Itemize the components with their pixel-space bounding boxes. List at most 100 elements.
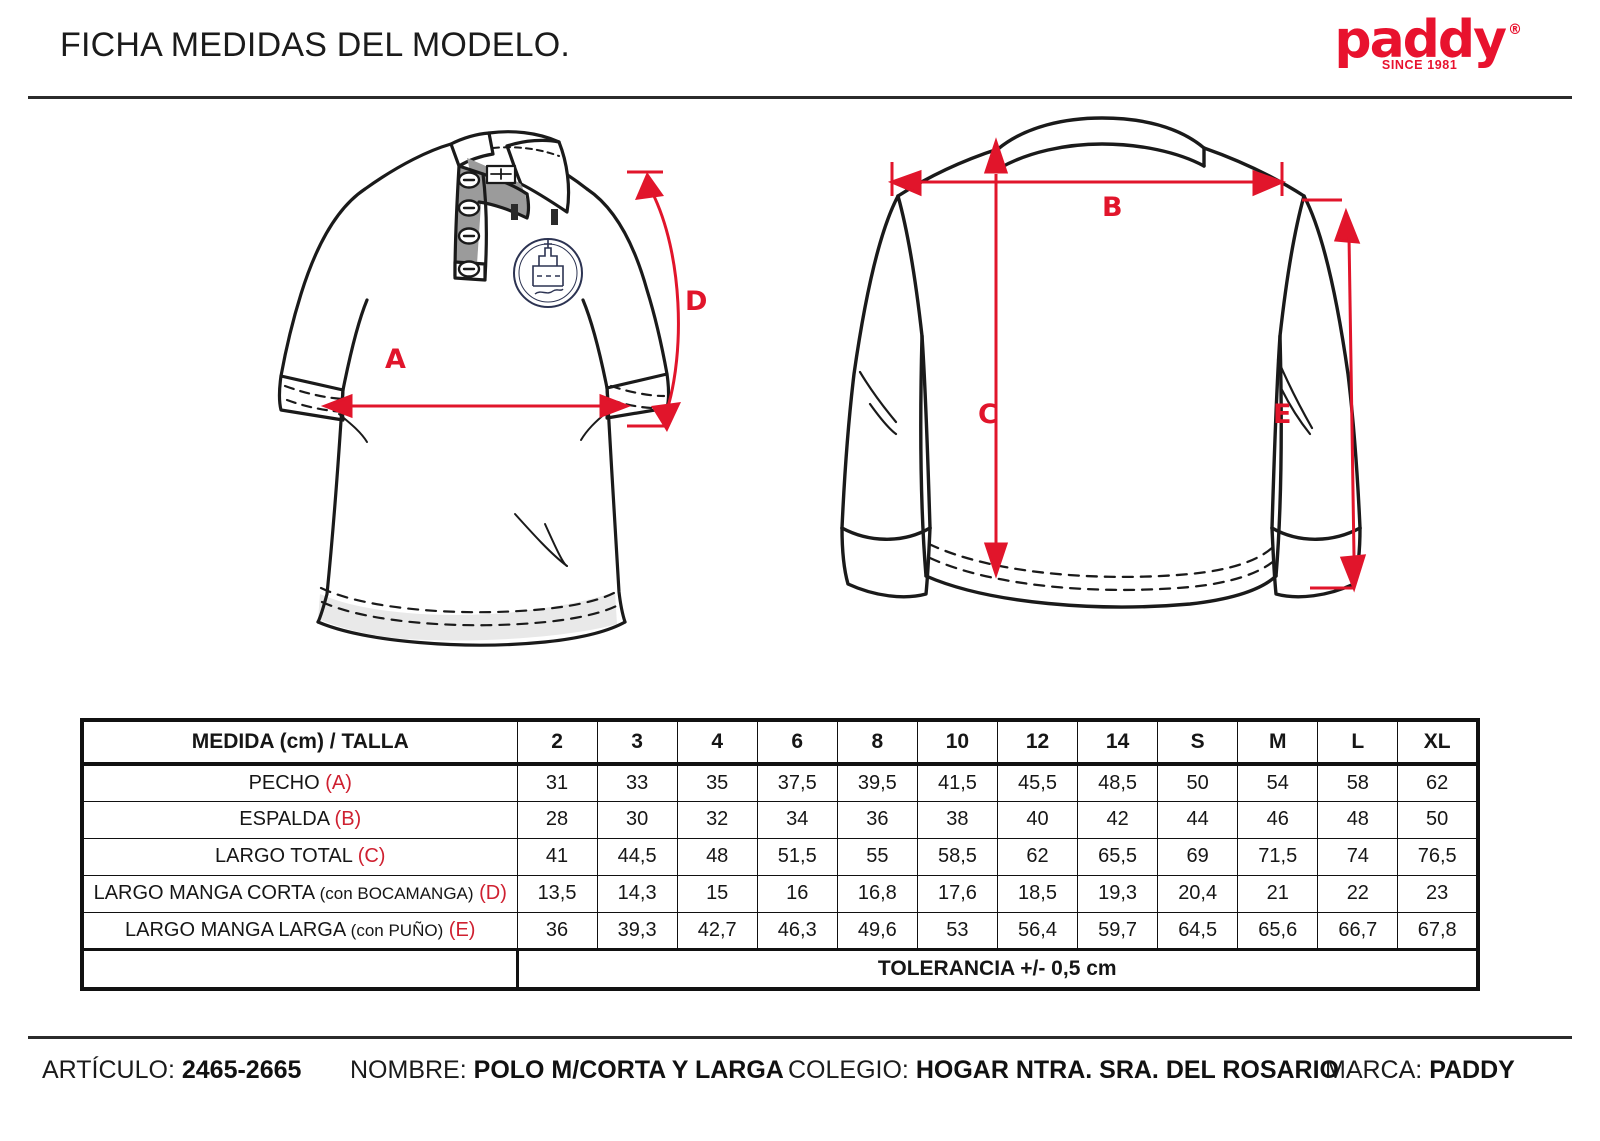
table-cell: 19,3 bbox=[1077, 874, 1159, 913]
table-cell: 65,6 bbox=[1237, 911, 1319, 950]
footer-divider bbox=[28, 1036, 1572, 1039]
table-header-row: MEDIDA (cm) / TALLA 2 3 4 6 8 10 12 14 S… bbox=[81, 719, 1479, 766]
colegio-label: COLEGIO: bbox=[788, 1056, 909, 1084]
table-cell: 50 bbox=[1157, 763, 1239, 802]
column-header-size: 4 bbox=[676, 719, 758, 766]
column-header-size: M bbox=[1237, 719, 1319, 766]
table-cell: 48 bbox=[676, 837, 758, 876]
footer-articulo: ARTÍCULO: 2465-2665 bbox=[42, 1056, 301, 1085]
table-cell: 39,5 bbox=[836, 763, 918, 802]
row-ref-letter: (E) bbox=[448, 918, 476, 941]
dimension-arrow-a bbox=[320, 393, 632, 419]
table-cell: 13,5 bbox=[516, 874, 598, 913]
table-cell: 51,5 bbox=[756, 837, 838, 876]
dimension-label-e: E bbox=[1273, 399, 1292, 430]
table-cell: 46,3 bbox=[756, 911, 838, 950]
table-cell: 71,5 bbox=[1237, 837, 1319, 876]
table-cell: 58 bbox=[1317, 763, 1399, 802]
page-footer: ARTÍCULO: 2465-2665 NOMBRE: POLO M/CORTA… bbox=[0, 1046, 1600, 1106]
dimension-arrow-d bbox=[627, 170, 681, 432]
long-sleeve-polo-drawing bbox=[840, 116, 1367, 609]
table-cell: 28 bbox=[516, 800, 598, 839]
column-header-size: 3 bbox=[596, 719, 678, 766]
nombre-value: POLO M/CORTA Y LARGA bbox=[473, 1056, 784, 1084]
table-cell: 53 bbox=[916, 911, 998, 950]
paddy-logo: paddy ® SINCE 1981 bbox=[1334, 14, 1522, 73]
front-view-figure: A D bbox=[215, 114, 735, 699]
page-header: FICHA MEDIDAS DEL MODELO. paddy ® SINCE … bbox=[0, 0, 1600, 100]
table-cell: 49,6 bbox=[836, 911, 918, 950]
column-header-size: S bbox=[1157, 719, 1239, 766]
column-header-size: 8 bbox=[836, 719, 918, 766]
table-cell: 64,5 bbox=[1157, 911, 1239, 950]
footer-nombre: NOMBRE: POLO M/CORTA Y LARGA bbox=[350, 1056, 784, 1085]
column-header-size: L bbox=[1317, 719, 1399, 766]
row-label-largo-total: LARGO TOTAL (C) bbox=[81, 837, 518, 876]
table-cell: 16,8 bbox=[836, 874, 918, 913]
table-cell: 36 bbox=[516, 911, 598, 950]
table-cell: 23 bbox=[1397, 874, 1479, 913]
articulo-label: ARTÍCULO: bbox=[42, 1056, 175, 1084]
measurements-table: MEDIDA (cm) / TALLA 2 3 4 6 8 10 12 14 S… bbox=[80, 718, 1480, 991]
column-header-size: 6 bbox=[756, 719, 838, 766]
brand-wordmark-text: paddy bbox=[1334, 10, 1507, 70]
table-cell: 62 bbox=[996, 837, 1079, 876]
table-cell: 14,3 bbox=[596, 874, 678, 913]
dimension-label-d: D bbox=[685, 286, 708, 317]
row-label-manga-corta: LARGO MANGA CORTA (con BOCAMANGA) (D) bbox=[81, 874, 518, 913]
marca-value: PADDY bbox=[1429, 1056, 1515, 1084]
table-cell: 42 bbox=[1077, 800, 1159, 839]
table-cell: 62 bbox=[1397, 763, 1479, 802]
table-cell: 69 bbox=[1157, 837, 1239, 876]
table-cell: 34 bbox=[756, 800, 838, 839]
table-cell: 21 bbox=[1237, 874, 1319, 913]
row-ref-letter: (C) bbox=[357, 845, 386, 867]
table-cell: 32 bbox=[676, 800, 758, 839]
column-header-size: 10 bbox=[916, 719, 998, 766]
technical-drawings: A D bbox=[0, 104, 1600, 704]
table-cell: 66,7 bbox=[1317, 911, 1399, 950]
dimension-arrow-e bbox=[1302, 198, 1367, 593]
table-cell: 22 bbox=[1317, 874, 1399, 913]
column-header-size: 2 bbox=[516, 719, 598, 766]
table-row: LARGO MANGA LARGA (con PUÑO) (E) 36 39,3… bbox=[81, 911, 1479, 950]
table-cell: 48 bbox=[1317, 800, 1399, 839]
table-row: ESPALDA (B) 28 30 32 34 36 38 40 42 44 4… bbox=[81, 800, 1479, 839]
dimension-label-a: A bbox=[385, 344, 406, 375]
brand-tagline: SINCE 1981 bbox=[1381, 58, 1458, 73]
dimension-label-c: C bbox=[978, 399, 998, 430]
table-cell: 18,5 bbox=[996, 874, 1079, 913]
table-cell: 30 bbox=[596, 800, 678, 839]
table-cell: 65,5 bbox=[1077, 837, 1159, 876]
table-cell: 48,5 bbox=[1077, 763, 1159, 802]
table-cell: 41,5 bbox=[916, 763, 998, 802]
row-label-text: LARGO MANGA CORTA bbox=[93, 882, 315, 904]
table-cell: 33 bbox=[596, 763, 678, 802]
table-cell: 55 bbox=[836, 837, 918, 876]
table-cell: 16 bbox=[756, 874, 838, 913]
row-ref-letter: (B) bbox=[334, 808, 362, 830]
back-view-figure: B C E bbox=[830, 104, 1370, 689]
column-header-size: 12 bbox=[996, 719, 1079, 766]
table-row: LARGO TOTAL (C) 41 44,5 48 51,5 55 58,5 … bbox=[81, 837, 1479, 876]
row-label-sub: (con PUÑO) bbox=[350, 920, 444, 940]
school-crest-emblem bbox=[513, 238, 583, 308]
table-cell: 40 bbox=[996, 800, 1079, 839]
table-cell: 76,5 bbox=[1397, 837, 1479, 876]
table-cell: 20,4 bbox=[1157, 874, 1239, 913]
row-label-text: PECHO bbox=[248, 771, 320, 794]
table-cell: 58,5 bbox=[916, 837, 998, 876]
table-cell: 50 bbox=[1397, 800, 1479, 839]
tolerance-empty-cell bbox=[81, 947, 519, 990]
dimension-arrow-c bbox=[983, 137, 1009, 579]
column-header-size: 14 bbox=[1077, 719, 1159, 766]
row-label-text: LARGO MANGA LARGA bbox=[125, 918, 346, 941]
table-cell: 56,4 bbox=[996, 911, 1079, 950]
footer-colegio: COLEGIO: HOGAR NTRA. SRA. DEL ROSARIO bbox=[788, 1056, 1339, 1085]
row-ref-letter: (D) bbox=[479, 882, 507, 904]
table-cell: 44 bbox=[1157, 800, 1239, 839]
row-label-pecho: PECHO (A) bbox=[81, 763, 518, 802]
tolerance-row: TOLERANCIA +/- 0,5 cm bbox=[81, 947, 1479, 990]
table-cell: 38 bbox=[916, 800, 998, 839]
table-cell: 67,8 bbox=[1397, 911, 1479, 950]
